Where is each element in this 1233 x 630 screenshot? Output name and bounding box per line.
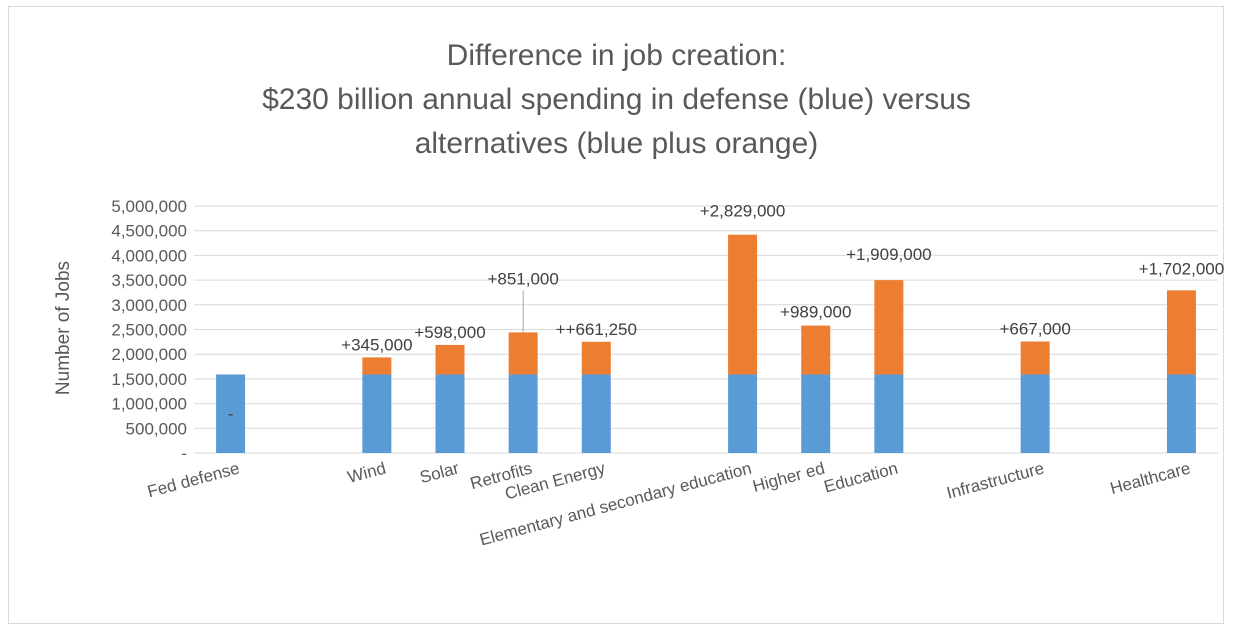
data-label: +851,000 xyxy=(487,269,558,288)
y-tick-label: 3,500,000 xyxy=(111,271,187,290)
data-label: ++661,250 xyxy=(556,320,637,339)
y-tick-label: 2,000,000 xyxy=(111,345,187,364)
data-label: +989,000 xyxy=(780,303,851,322)
x-tick-label: Higher ed xyxy=(751,459,827,496)
bar-extra xyxy=(1166,290,1196,375)
bar-extra xyxy=(728,234,758,375)
bar-extra xyxy=(435,344,465,375)
y-tick-label: - xyxy=(181,444,187,463)
bar-base xyxy=(435,374,465,453)
data-label: +1,909,000 xyxy=(846,245,932,264)
bar-extra xyxy=(1020,341,1050,375)
bar-base xyxy=(801,374,831,453)
y-tick-label: 1,000,000 xyxy=(111,395,187,414)
bar-extra xyxy=(874,280,904,375)
bar-base xyxy=(728,374,758,453)
data-label: +667,000 xyxy=(999,320,1070,339)
x-tick-label: Infrastructure xyxy=(945,459,1047,503)
y-axis-label: Number of Jobs xyxy=(53,261,74,395)
x-tick-label: Solar xyxy=(418,458,462,487)
chart-frame xyxy=(8,6,1224,624)
y-tick-label: 5,000,000 xyxy=(111,197,187,216)
y-tick-label: 500,000 xyxy=(126,419,187,438)
chart-title-line-1: Difference in job creation: xyxy=(446,39,787,72)
bar-base xyxy=(1020,374,1050,453)
x-tick-label: Healthcare xyxy=(1108,459,1192,499)
chart-title-line-2: $230 billion annual spending in defense … xyxy=(262,83,971,116)
bar-extra xyxy=(508,332,538,375)
bar-extra xyxy=(362,357,392,375)
bar-base xyxy=(508,374,538,453)
y-tick-label: 3,000,000 xyxy=(111,296,187,315)
bar-base xyxy=(581,374,611,453)
bars xyxy=(216,234,1196,453)
data-label: +1,702,000 xyxy=(1139,259,1225,278)
x-tick-label: Wind xyxy=(346,459,388,487)
data-label: - xyxy=(228,405,234,424)
data-label: +2,829,000 xyxy=(700,202,786,221)
chart-title-line-3: alternatives (blue plus orange) xyxy=(414,127,819,160)
y-tick-label: 2,500,000 xyxy=(111,321,187,340)
y-tick-label: 1,500,000 xyxy=(111,370,187,389)
data-labels: - +345,000+598,000 +851,000 ++661,250 +2,829… xyxy=(228,202,1224,424)
bar-base xyxy=(362,374,392,453)
x-tick-label: Fed defense xyxy=(145,459,241,502)
x-tick-label: Education xyxy=(822,459,900,497)
y-axis: - 500,000 1,000,000 1,500,000 2,000,000 2,500… xyxy=(111,197,187,463)
bar-extra xyxy=(581,341,611,375)
data-label: +345,000 xyxy=(341,335,412,354)
bar-base xyxy=(874,374,904,453)
bar-base xyxy=(1166,374,1196,453)
chart-title: Difference in job creation: $230 billion… xyxy=(0,34,1233,166)
bar-base xyxy=(216,374,246,453)
bar-extra xyxy=(801,325,831,375)
y-tick-label: 4,000,000 xyxy=(111,246,187,265)
data-label: +598,000 xyxy=(414,323,485,342)
y-tick-label: 4,500,000 xyxy=(111,222,187,241)
